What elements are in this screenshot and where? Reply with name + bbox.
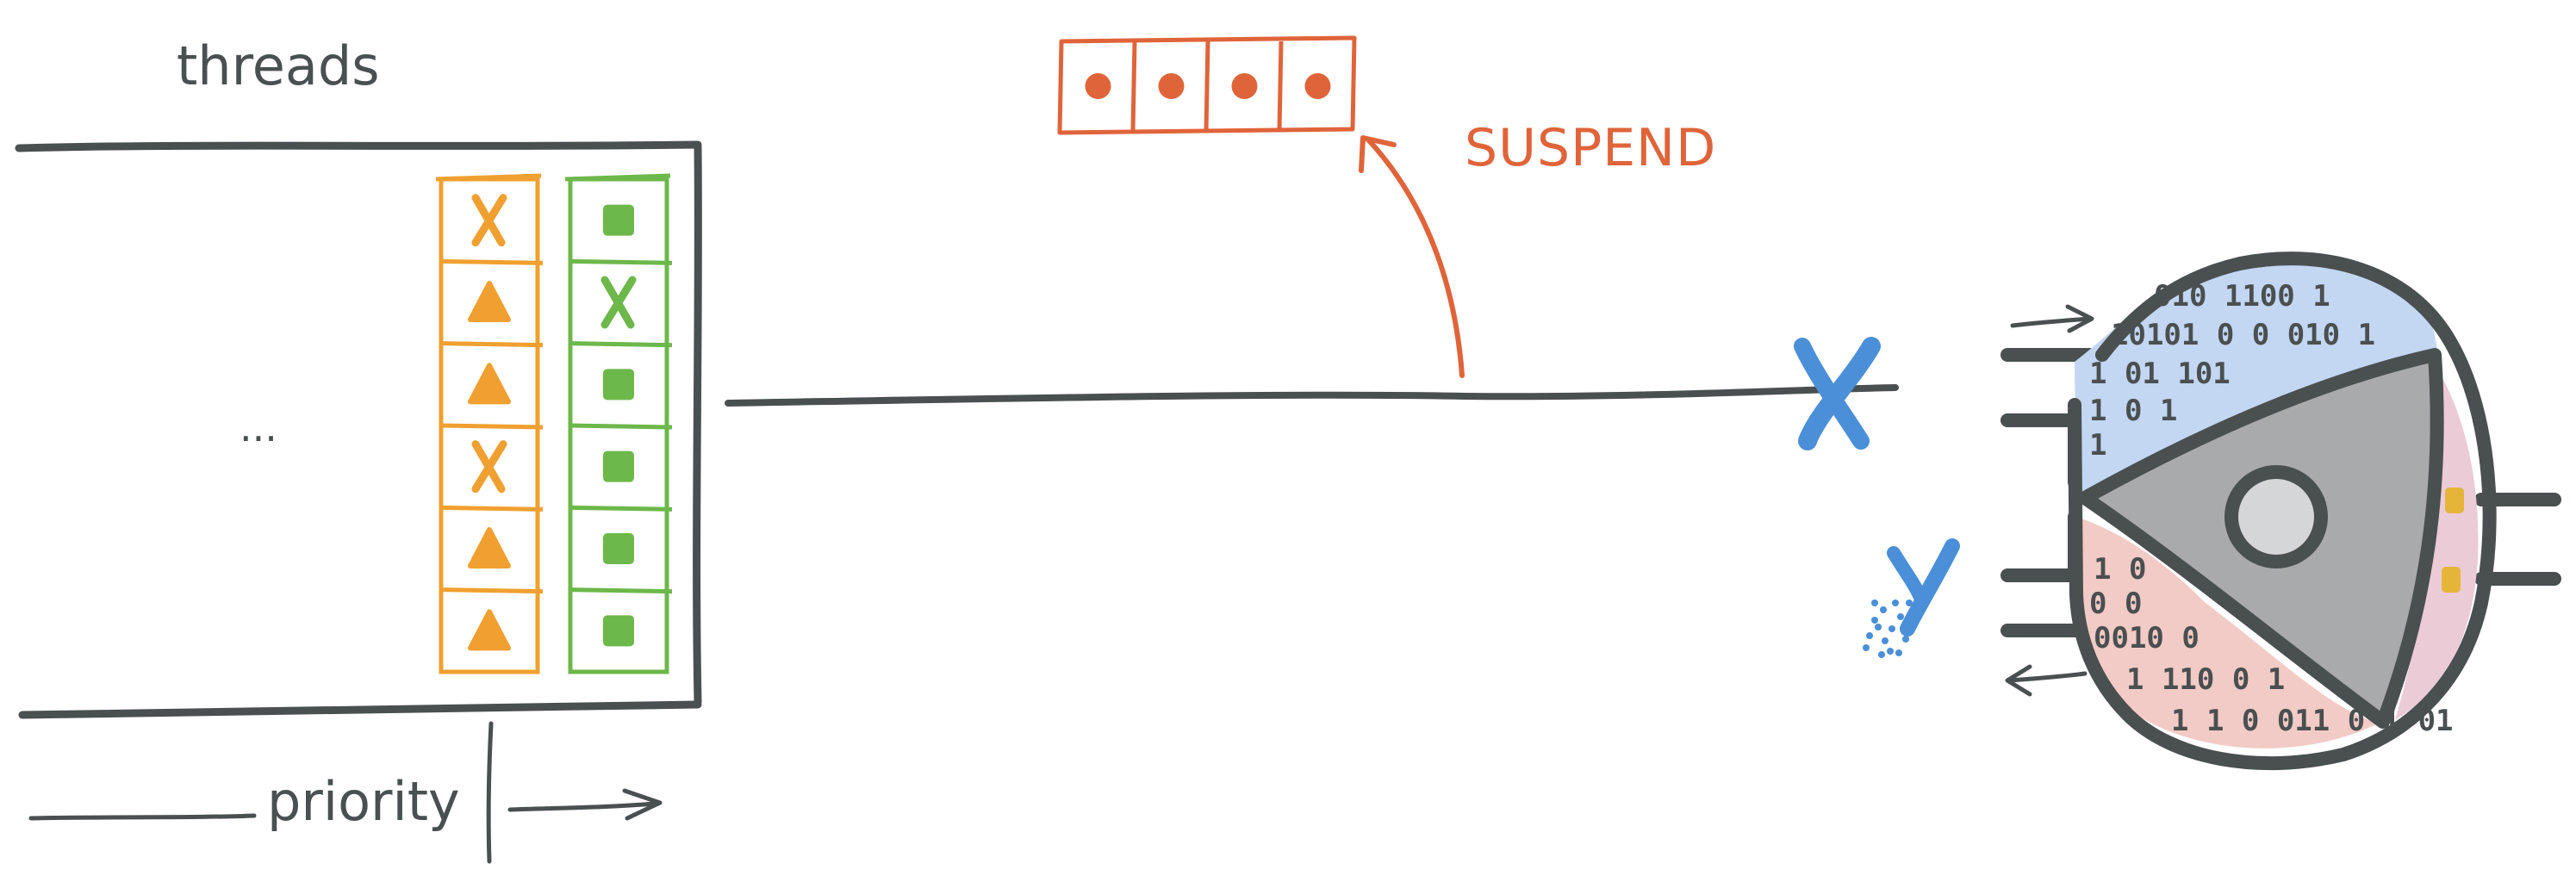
threads-box-top-line bbox=[15, 140, 702, 152]
triangle-icon bbox=[468, 527, 511, 568]
orange-queue-divider bbox=[440, 423, 544, 430]
spark-plug-bottom bbox=[2442, 567, 2461, 593]
blue-bit-row: 010 1100 1 bbox=[2154, 279, 2330, 314]
red-bit-row: 1 110 0 1 bbox=[2126, 662, 2285, 697]
particle bbox=[1882, 637, 1888, 644]
exhaust-arrowhead bbox=[2005, 664, 2032, 697]
blue-bit-row: 1 0 1 bbox=[2089, 394, 2177, 428]
engine-housing bbox=[2068, 252, 2497, 771]
red-chamber bbox=[2076, 517, 2378, 748]
orange-queue bbox=[435, 173, 544, 674]
red-bit-row: 1 1 0 011 0 1 01 bbox=[2171, 704, 2454, 738]
buffer-slot bbox=[1304, 73, 1331, 99]
priority-label: priority bbox=[267, 770, 460, 833]
particle bbox=[1906, 599, 1913, 606]
x-icon bbox=[471, 194, 507, 247]
x-icon bbox=[471, 440, 507, 494]
particle bbox=[1866, 632, 1873, 639]
square-icon bbox=[603, 450, 634, 482]
suspend-label: SUSPEND bbox=[1465, 118, 1716, 178]
particle bbox=[1875, 624, 1882, 630]
buffer-divider bbox=[1130, 40, 1137, 132]
ellipsis-label: ... bbox=[240, 404, 277, 450]
particle bbox=[1871, 617, 1878, 624]
dissolving-x-icon bbox=[1863, 538, 1960, 658]
intake-port-mid bbox=[2000, 413, 2081, 489]
intake-arrowhead bbox=[2065, 304, 2094, 333]
blue-chamber bbox=[2075, 261, 2438, 491]
square-icon bbox=[603, 615, 634, 647]
particle bbox=[1887, 648, 1894, 655]
suspend-arrowhead bbox=[1359, 135, 1397, 173]
particle bbox=[1863, 644, 1870, 651]
buffer-slot bbox=[1231, 73, 1258, 99]
suspend-arrow bbox=[1366, 137, 1465, 378]
particle bbox=[1902, 636, 1909, 643]
buffer-slot bbox=[1085, 73, 1111, 99]
particle bbox=[1878, 651, 1885, 658]
particle bbox=[1911, 618, 1918, 625]
exhaust-port-mid bbox=[2000, 510, 2081, 582]
particle bbox=[1871, 599, 1878, 606]
green-queue bbox=[564, 173, 673, 674]
priority-arrowhead bbox=[622, 788, 663, 821]
blue-bit-row: 10101 0 0 010 1 bbox=[2111, 318, 2375, 352]
priority-line-left bbox=[28, 813, 257, 821]
buffer-divider bbox=[1204, 40, 1210, 132]
buffer-slot bbox=[1158, 73, 1185, 99]
threads-label: threads bbox=[177, 34, 380, 97]
particle bbox=[1880, 606, 1887, 613]
particle bbox=[1895, 649, 1902, 656]
triangle-icon bbox=[468, 609, 511, 651]
x-icon bbox=[600, 276, 637, 329]
spark-plug-top bbox=[2445, 488, 2464, 513]
suspend-buffer bbox=[1057, 35, 1357, 135]
green-queue-divider bbox=[569, 341, 673, 348]
green-queue-divider bbox=[569, 505, 673, 512]
green-queue-divider bbox=[569, 587, 673, 594]
particle bbox=[1892, 599, 1899, 606]
green-queue-divider bbox=[569, 423, 673, 430]
threads-box-bottom-line bbox=[18, 700, 702, 719]
buffer-divider bbox=[1277, 40, 1284, 132]
orange-queue-divider bbox=[440, 258, 544, 265]
triangle-icon bbox=[468, 281, 511, 322]
orange-queue-divider bbox=[440, 505, 544, 512]
threads-box-right-line bbox=[693, 142, 702, 706]
thread-line bbox=[725, 384, 1899, 407]
particle bbox=[1897, 613, 1904, 620]
blue-bit-row: 1 01 101 bbox=[2089, 357, 2231, 391]
orange-queue-divider bbox=[440, 341, 544, 348]
green-queue-cap bbox=[564, 173, 671, 182]
orange-queue-divider bbox=[440, 587, 544, 594]
particle bbox=[1888, 625, 1895, 632]
exhaust-arrow bbox=[2007, 671, 2088, 683]
intake-arrow bbox=[2010, 316, 2093, 328]
red-bit-row: 0 0 bbox=[2089, 587, 2142, 621]
priority-tick bbox=[486, 721, 494, 864]
blue-bit-row: 1 bbox=[2089, 428, 2106, 463]
square-icon bbox=[603, 533, 634, 564]
red-bit-row: 1 0 bbox=[2094, 552, 2146, 587]
red-bit-row: 0010 0 bbox=[2094, 621, 2200, 655]
square-icon bbox=[603, 204, 634, 236]
pink-chamber bbox=[2395, 370, 2479, 720]
priority-line-right bbox=[507, 801, 657, 812]
engine-shaft bbox=[2224, 465, 2328, 568]
square-icon bbox=[603, 369, 634, 401]
green-queue-divider bbox=[569, 258, 673, 265]
orange-queue-cap bbox=[435, 173, 542, 182]
blue-x-icon bbox=[1794, 337, 1881, 450]
triangle-icon bbox=[468, 363, 511, 405]
